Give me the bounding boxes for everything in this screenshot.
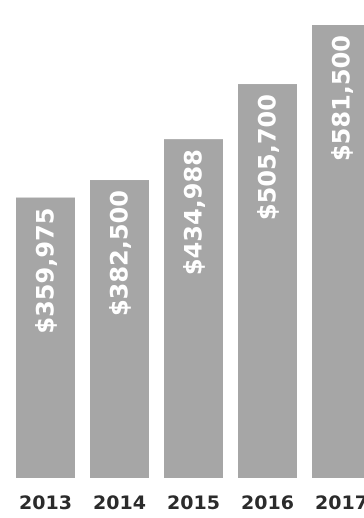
- data-label-2014: $382,500: [106, 190, 134, 316]
- data-label-2013: $359,975: [32, 208, 60, 334]
- data-label-2016: $505,700: [254, 94, 282, 220]
- bars-group: [16, 25, 364, 479]
- x-tick-2016: 2016: [241, 492, 294, 514]
- data-label-2015: $434,988: [180, 149, 208, 275]
- bar-2013: [16, 197, 75, 478]
- bar-2014: [90, 180, 149, 478]
- data-label-2017: $581,500: [328, 35, 356, 161]
- bar-2016: [238, 84, 297, 479]
- x-tick-2017: 2017: [315, 492, 364, 514]
- x-tick-2013: 2013: [19, 492, 72, 514]
- x-axis-ticks-group: 2013 2014 2015 2016 2017: [19, 492, 364, 514]
- bar-2017: [312, 25, 364, 478]
- data-labels-group: $359,975 $382,500 $434,988 $505,700 $581,500: [32, 35, 356, 334]
- bar-2015: [164, 139, 223, 478]
- x-tick-2015: 2015: [167, 492, 220, 514]
- x-tick-2014: 2014: [93, 492, 146, 514]
